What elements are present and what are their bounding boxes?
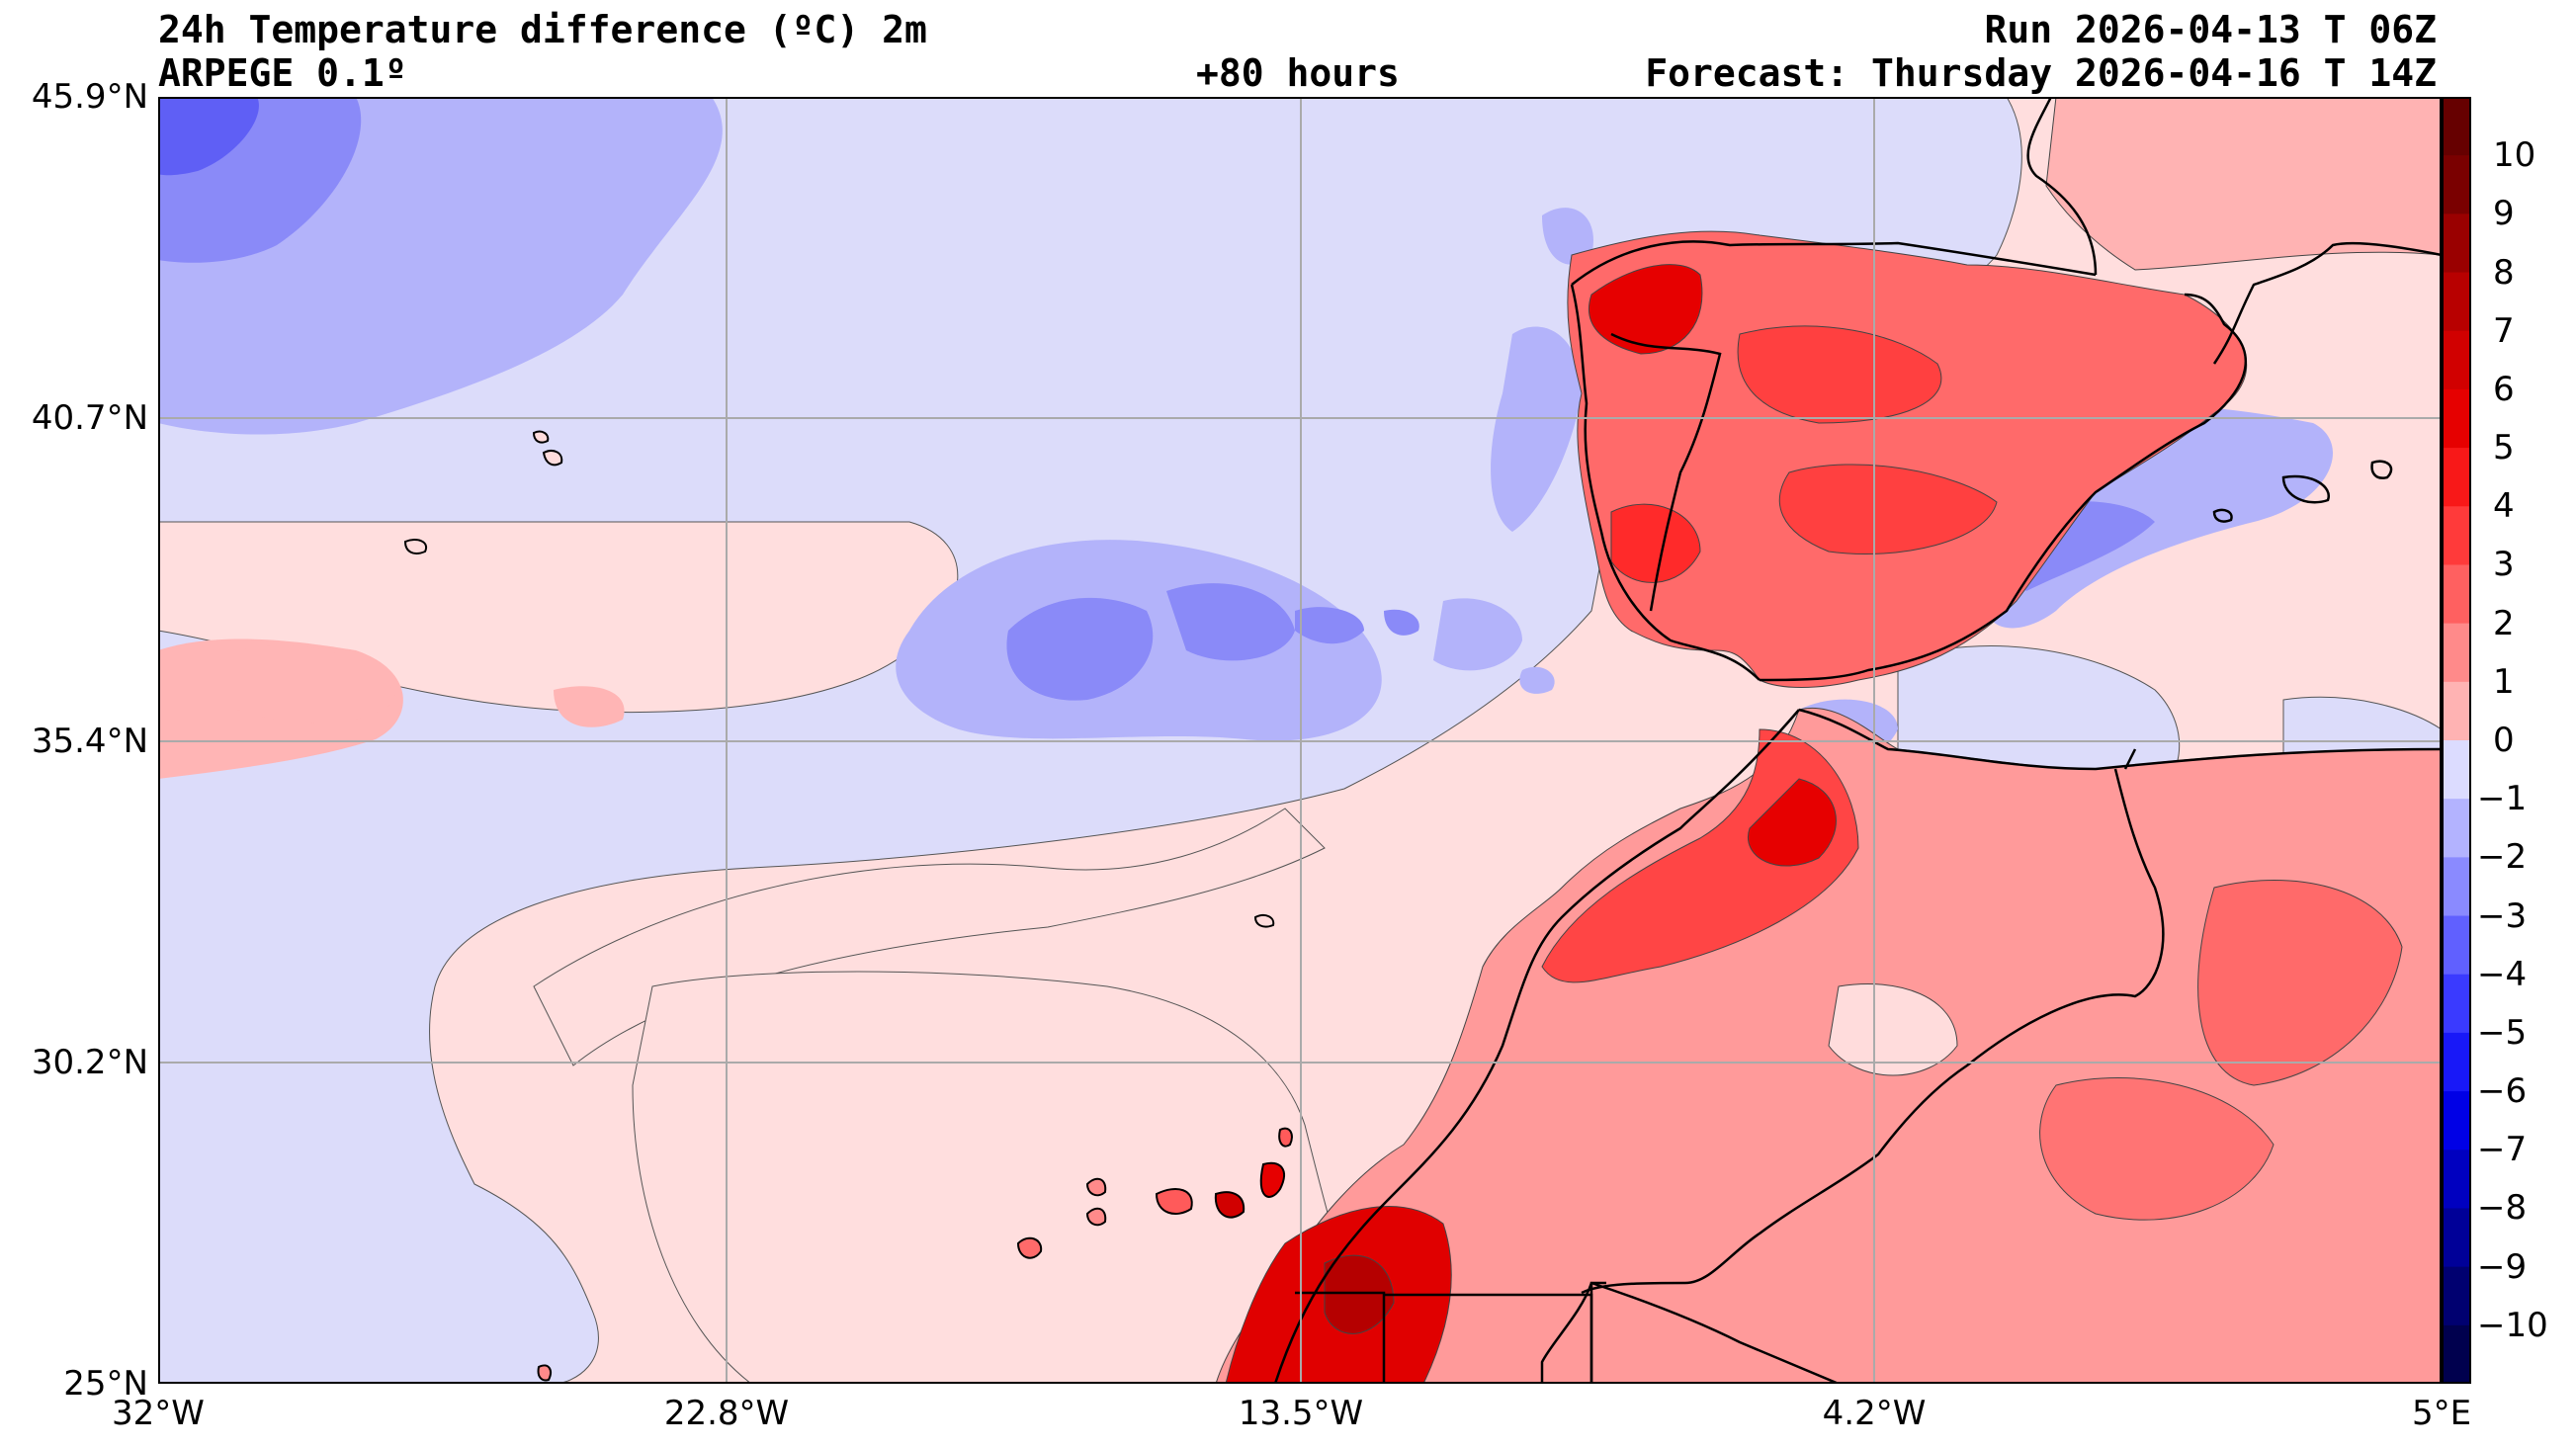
colorbar-label: 7 [2493, 310, 2515, 351]
colorbar-segment [2442, 213, 2471, 274]
colorbar-label: 0 [2493, 721, 2515, 760]
map-title: 24h Temperature difference (ºC) 2m [158, 8, 927, 51]
y-tick-label: 40.7°N [31, 398, 148, 438]
colorbar-label: 8 [2493, 252, 2515, 293]
run-label: Run 2026-04-13 T 06Z [1984, 8, 2437, 51]
x-tick-label: 5°E [2411, 1394, 2472, 1433]
forecast-label: Forecast: Thursday 2026-04-16 T 14Z [1645, 51, 2437, 95]
colorbar-label: −10 [2477, 1305, 2548, 1345]
colorbar-label: −4 [2477, 954, 2528, 994]
colorbar-segment [2442, 623, 2471, 683]
x-tick-label: 13.5°W [1238, 1394, 1364, 1433]
colorbar-segment [2442, 1032, 2471, 1092]
lead-time-label: +80 hours [1196, 51, 1400, 95]
colorbar-segment [2442, 97, 2471, 156]
y-tick-label: 35.4°N [31, 722, 148, 761]
colorbar-segment [2442, 155, 2471, 214]
colorbar-label: −8 [2477, 1188, 2528, 1229]
colorbar-segment [2442, 857, 2471, 917]
colorbar-label: 2 [2493, 603, 2515, 643]
colorbar-segment [2442, 1324, 2471, 1384]
gridlines [158, 97, 2442, 1384]
colorbar-segment [2442, 388, 2471, 449]
colorbar-segment [2442, 272, 2471, 332]
colorbar-segment [2442, 564, 2471, 625]
colorbar-label: −2 [2477, 837, 2528, 878]
colorbar-frame [2442, 97, 2471, 1384]
y-tick-label: 25°N [63, 1364, 148, 1404]
colorbar-label: 5 [2493, 428, 2515, 468]
colorbar-label: −5 [2477, 1012, 2528, 1053]
colorbar-segment [2442, 1150, 2471, 1209]
colorbar-label: 1 [2493, 661, 2515, 702]
colorbar-label: −7 [2477, 1130, 2528, 1170]
x-tick-label: 32°W [112, 1394, 205, 1433]
colorbar-label: −1 [2477, 779, 2528, 819]
x-tick-label: 22.8°W [663, 1394, 790, 1433]
colorbar-segment [2442, 681, 2471, 741]
y-tick-label: 45.9°N [31, 77, 148, 117]
colorbar-segment [2442, 799, 2471, 858]
colorbar-segment [2442, 1266, 2471, 1326]
temperature-difference-map [158, 97, 2442, 1384]
colorbar-segment [2442, 1091, 2471, 1150]
colorbar-segment [2442, 506, 2471, 565]
colorbar-segment [2442, 974, 2471, 1034]
colorbar [2442, 97, 2471, 1384]
y-tick-label: 30.2°N [31, 1043, 148, 1082]
colorbar-label: 6 [2493, 369, 2515, 409]
colorbar-segment [2442, 330, 2471, 390]
model-label: ARPEGE 0.1º [158, 51, 407, 95]
colorbar-label: −9 [2477, 1246, 2528, 1287]
field-warm-ocean-patches [158, 639, 625, 779]
colorbar-segment [2442, 740, 2471, 800]
colorbar-label: −6 [2477, 1071, 2528, 1112]
colorbar-segment [2442, 448, 2471, 507]
colorbar-label: 10 [2493, 135, 2536, 176]
colorbar-segment [2442, 1208, 2471, 1268]
field-coldest-area [158, 97, 259, 176]
coastlines-borders [1273, 97, 2442, 1384]
map-frame [158, 97, 2442, 1384]
colorbar-label: 9 [2493, 194, 2515, 234]
x-tick-label: 4.2°W [1822, 1394, 1927, 1433]
colorbar-segment [2442, 915, 2471, 976]
colorbar-label: 4 [2493, 486, 2515, 527]
colorbar-label: 3 [2493, 545, 2515, 585]
field-islands [403, 430, 1293, 1382]
colorbar-label: −3 [2477, 895, 2528, 936]
field-land-warm [1215, 97, 2442, 1384]
